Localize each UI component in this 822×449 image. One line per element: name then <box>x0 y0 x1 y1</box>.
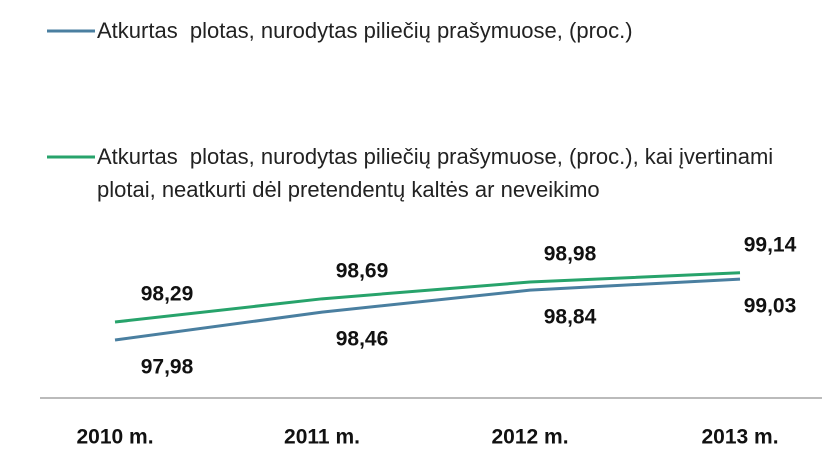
legend-label: Atkurtas plotas, nurodytas piliečių praš… <box>97 144 780 202</box>
x-tick-label: 2012 m. <box>491 426 568 449</box>
data-label: 98,98 <box>544 243 597 266</box>
x-tick-label: 2011 m. <box>284 426 360 449</box>
data-label: 98,84 <box>544 306 597 329</box>
line <box>114 271 741 324</box>
data-label: 99,14 <box>744 233 797 256</box>
data-label: 98,29 <box>141 283 194 306</box>
legend-label: Atkurtas plotas, nurodytas piliečių praš… <box>97 18 633 43</box>
x-tick-label: 2010 m. <box>76 426 153 449</box>
data-label: 99,03 <box>744 295 797 318</box>
data-label: 98,69 <box>336 259 389 282</box>
x-tick-label: 2013 m. <box>701 426 778 449</box>
data-label: 98,46 <box>336 328 389 351</box>
line <box>114 277 741 342</box>
data-label: 97,98 <box>141 356 194 379</box>
